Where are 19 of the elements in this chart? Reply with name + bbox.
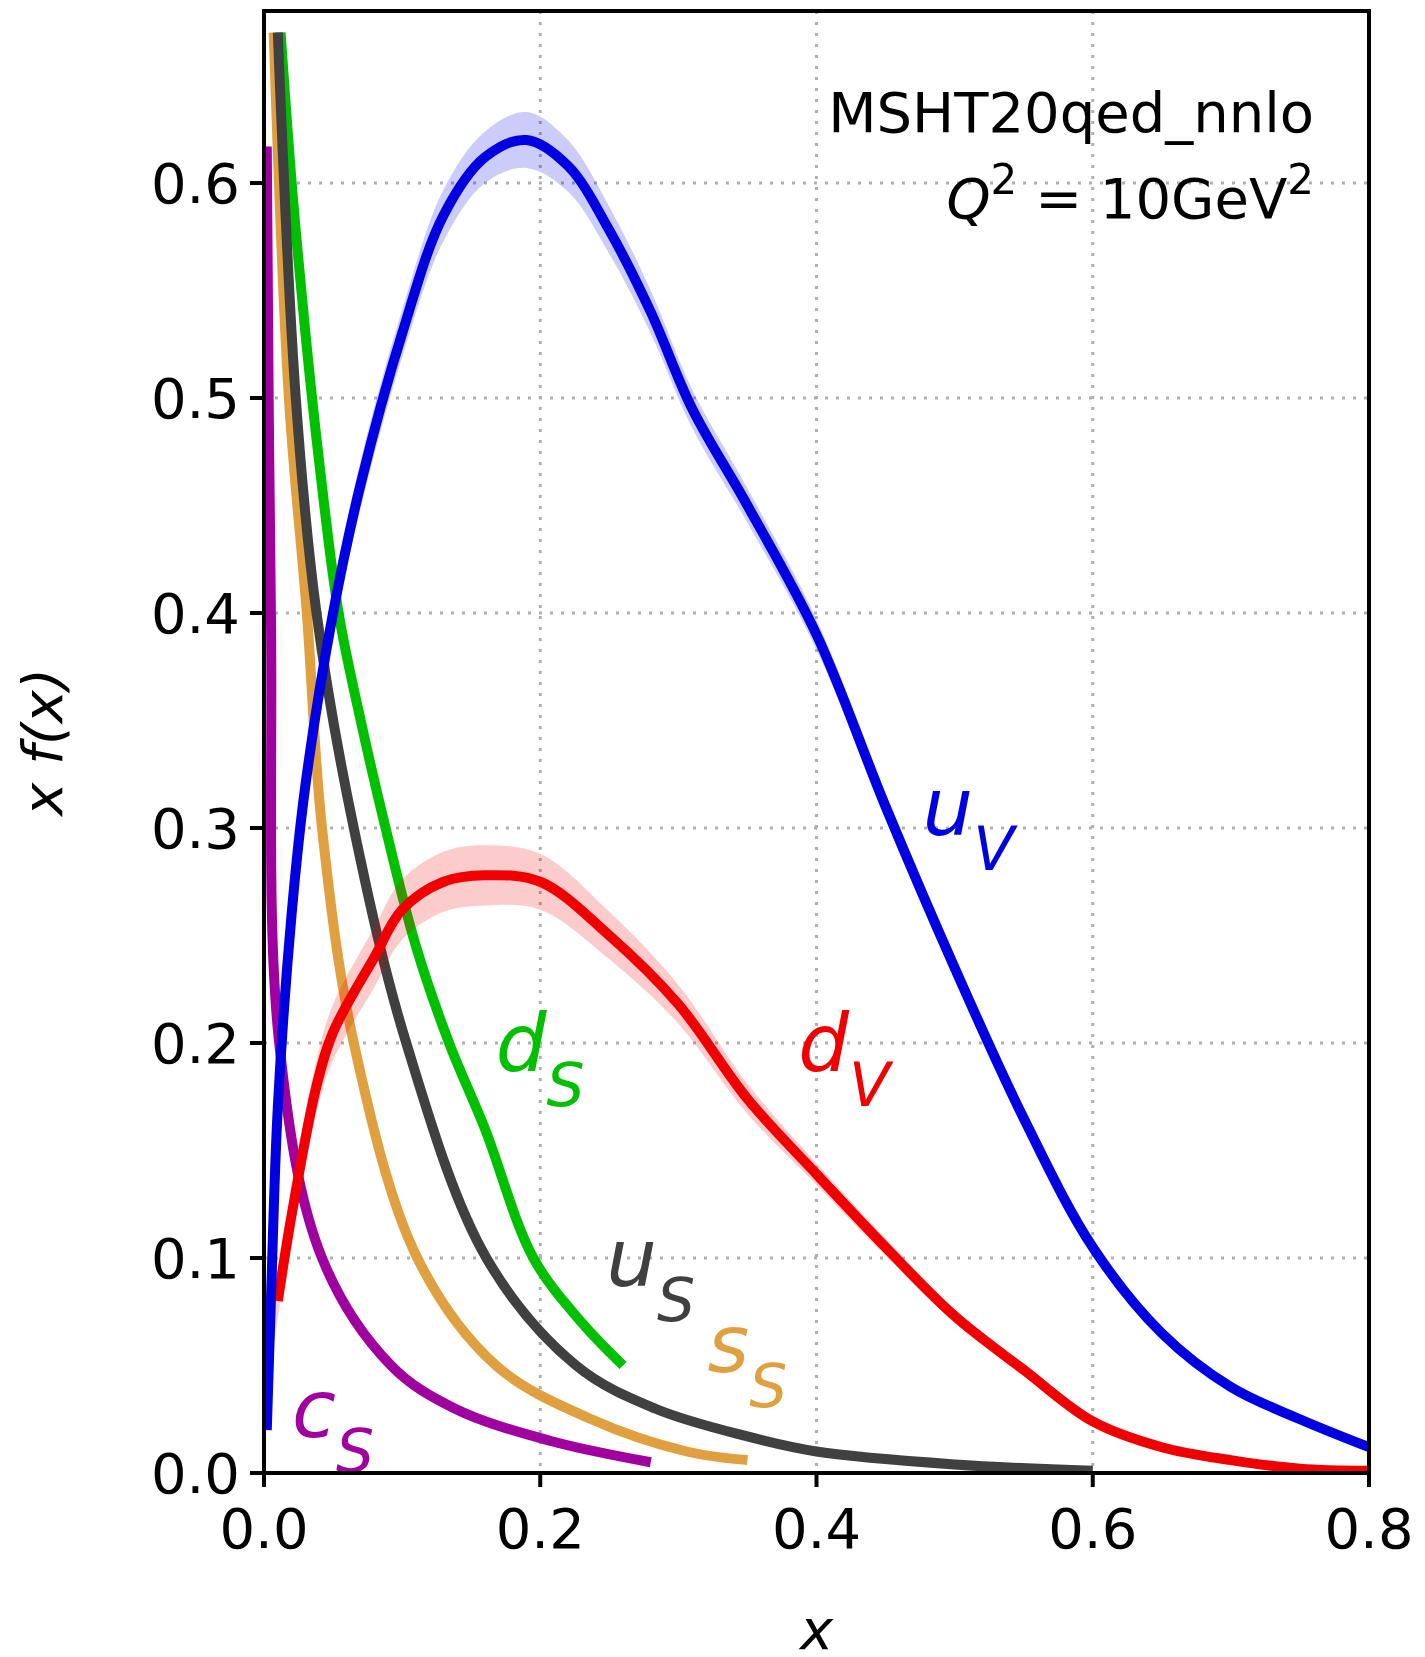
y-tick-label: 0.5 bbox=[150, 365, 240, 431]
y-tick-label: 0.2 bbox=[150, 1010, 240, 1076]
y-tick-label: 0.6 bbox=[150, 150, 240, 216]
series-label: s$_{S}$ bbox=[707, 1298, 788, 1421]
y-tick-label: 0.4 bbox=[150, 580, 240, 646]
y-tick-label: 0.3 bbox=[150, 795, 240, 861]
y-tick-label: 0.1 bbox=[150, 1225, 240, 1291]
x-tick-label: 0.8 bbox=[1324, 1496, 1414, 1561]
series-label: d$_{S}$ bbox=[495, 997, 585, 1120]
x-tick-label: 0.4 bbox=[771, 1496, 862, 1561]
x-tick-label: 0.2 bbox=[495, 1496, 585, 1561]
series-label: d$_{V}$ bbox=[798, 997, 894, 1120]
y-axis-title: x f(x) bbox=[10, 668, 75, 818]
x-axis-title: x bbox=[797, 1597, 834, 1657]
series-label: u$_{V}$ bbox=[922, 760, 1019, 884]
text: Q$^{2}$ = 10GeV$^{2}$ bbox=[946, 154, 1314, 231]
x-tick-label: 0.6 bbox=[1048, 1496, 1138, 1561]
text: MSHT20qed_nnlo bbox=[828, 80, 1314, 145]
series-label: u$_{S}$ bbox=[606, 1212, 696, 1335]
